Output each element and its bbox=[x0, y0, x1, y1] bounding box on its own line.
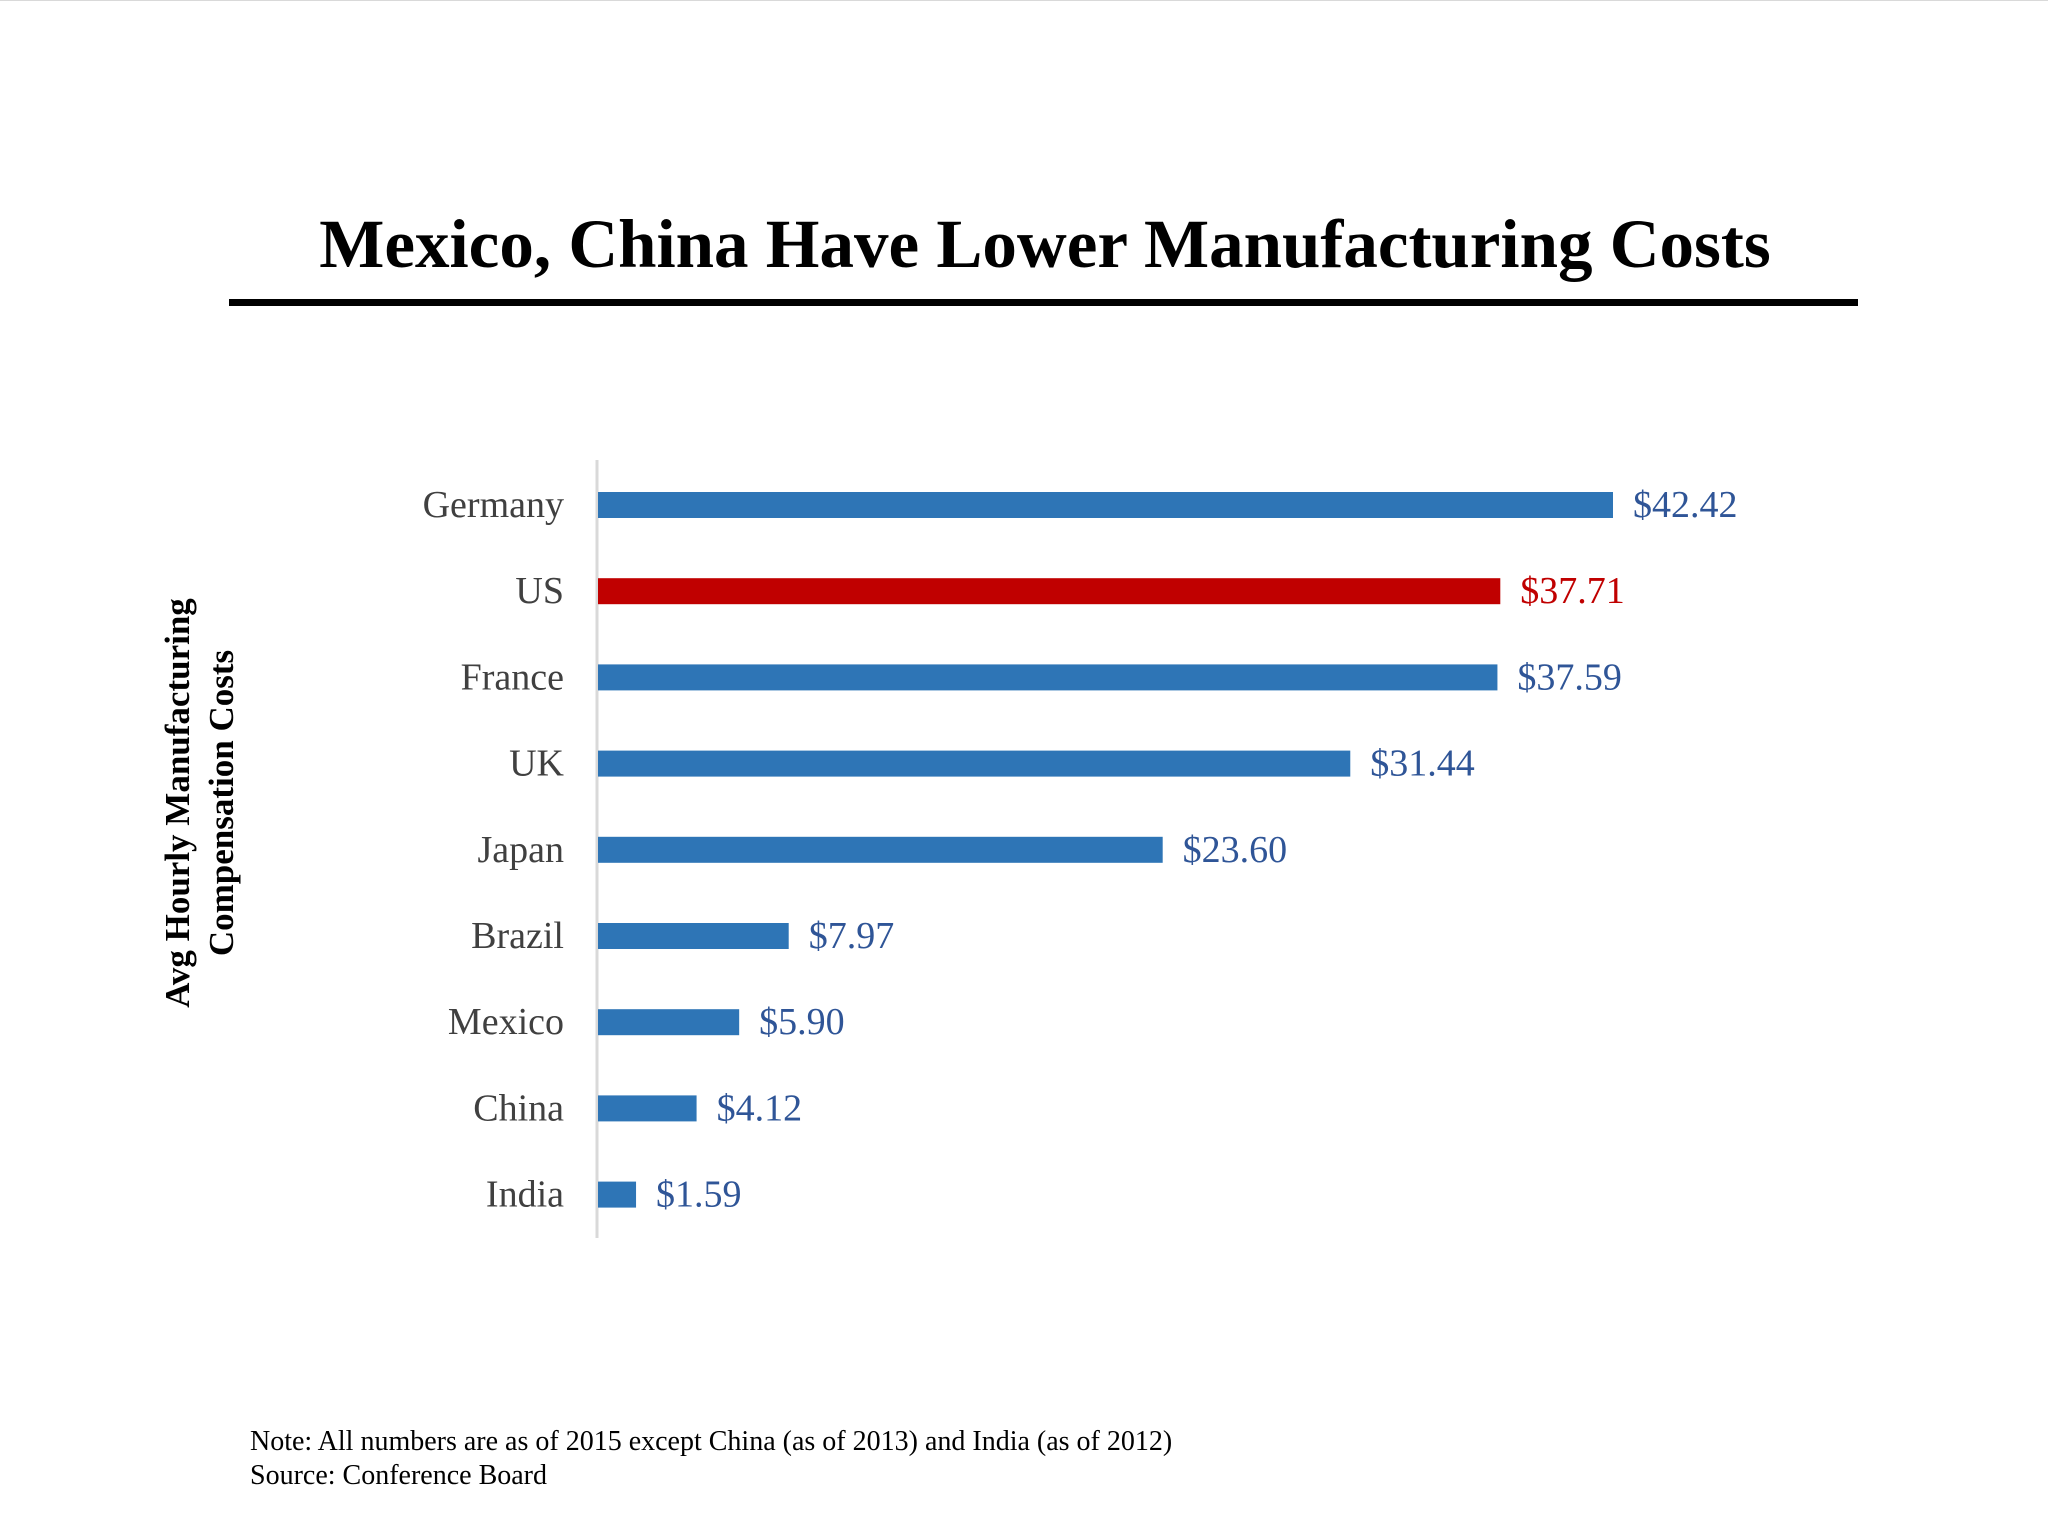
bar-us bbox=[598, 578, 1501, 605]
value-label-france: $37.59 bbox=[1517, 656, 1622, 698]
category-label-japan: Japan bbox=[477, 829, 564, 871]
bar-china bbox=[598, 1095, 697, 1122]
category-label-uk: UK bbox=[509, 743, 564, 785]
footnote-source: Source: Conference Board bbox=[250, 1460, 547, 1491]
category-label-mexico: Mexico bbox=[448, 1001, 564, 1043]
value-label-japan: $23.60 bbox=[1183, 829, 1288, 871]
top-border bbox=[0, 0, 2048, 1]
category-label-brazil: Brazil bbox=[471, 915, 564, 957]
chart-title: Mexico, China Have Lower Manufacturing C… bbox=[319, 206, 1771, 282]
value-label-india: $1.59 bbox=[656, 1174, 742, 1216]
value-label-us: $37.71 bbox=[1520, 570, 1625, 612]
footnote-note: Note: All numbers are as of 2015 except … bbox=[250, 1426, 1173, 1457]
category-label-china: China bbox=[473, 1087, 564, 1129]
value-label-china: $4.12 bbox=[717, 1087, 803, 1129]
category-label-us: US bbox=[515, 570, 564, 612]
bar-mexico bbox=[598, 1009, 740, 1036]
category-label-france: France bbox=[461, 656, 564, 698]
value-label-germany: $42.42 bbox=[1633, 484, 1738, 526]
category-label-india: India bbox=[486, 1174, 564, 1216]
value-label-uk: $31.44 bbox=[1370, 743, 1475, 785]
bar-uk bbox=[598, 750, 1351, 777]
value-label-brazil: $7.97 bbox=[809, 915, 895, 957]
value-label-mexico: $5.90 bbox=[759, 1001, 845, 1043]
bar-india bbox=[598, 1181, 637, 1208]
title-underline bbox=[229, 299, 1858, 306]
category-label-germany: Germany bbox=[423, 484, 564, 526]
bar-brazil bbox=[598, 923, 789, 949]
bar-france bbox=[598, 664, 1498, 691]
bar-germany bbox=[598, 492, 1613, 518]
bar-japan bbox=[598, 836, 1163, 863]
